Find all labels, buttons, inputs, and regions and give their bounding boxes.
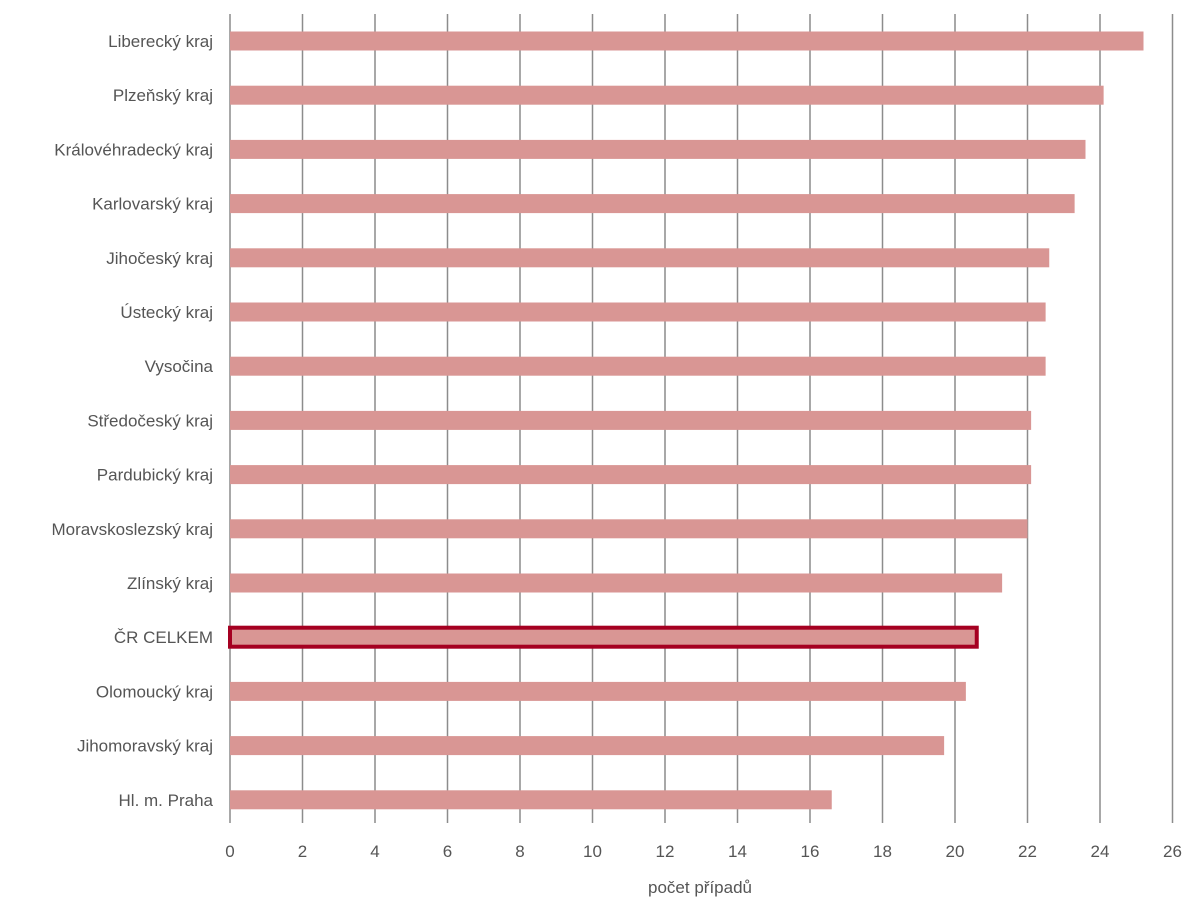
category-label: Jihomoravský kraj [77,737,213,756]
category-label: Plzeňský kraj [113,86,213,105]
category-label: Moravskoslezský kraj [51,520,213,539]
bar [230,85,1104,105]
category-label: Jihočeský kraj [106,249,213,268]
bar [230,573,1003,593]
x-tick-label: 16 [801,842,820,861]
x-tick-labels: 0 2 4 6 8 10 12 14 16 18 20 22 24 26 [225,842,1182,861]
bar [230,356,1046,376]
bar [230,519,1028,539]
bar [230,31,1144,51]
category-label: Olomoucký kraj [96,682,213,701]
x-tick-label: 0 [225,842,234,861]
bar [230,736,945,756]
x-tick-label: 2 [298,842,307,861]
x-tick-label: 10 [583,842,602,861]
category-labels: Liberecký kraj Plzeňský kraj Královéhradec… [51,32,213,810]
bar-highlight [228,625,979,649]
category-label: Liberecký kraj [108,32,213,51]
category-label: Ústecký kraj [120,303,213,322]
bar [230,465,1032,485]
x-tick-label: 24 [1091,842,1110,861]
x-tick-label: 20 [946,842,965,861]
x-tick-label: 6 [443,842,452,861]
category-label: Středočeský kraj [87,411,213,430]
x-tick-label: 22 [1018,842,1037,861]
bar [230,681,966,701]
x-tick-label: 26 [1163,842,1182,861]
x-tick-label: 14 [728,842,747,861]
bar [230,248,1050,268]
bar [230,790,832,810]
x-tick-label: 18 [873,842,892,861]
x-tick-label: 8 [515,842,524,861]
bar [230,302,1046,322]
category-label: ČR CELKEM [114,628,213,647]
x-tick-label: 12 [656,842,675,861]
category-label: Hl. m. Praha [119,791,214,810]
category-label: Karlovarský kraj [92,195,213,214]
x-tick-label: 4 [370,842,379,861]
category-label: Vysočina [145,357,214,376]
bar [230,194,1075,214]
bar [230,410,1032,430]
bar [230,139,1086,159]
x-axis-title: počet případů [648,878,752,897]
category-label: Královéhradecký kraj [54,140,213,159]
category-label: Pardubický kraj [97,466,213,485]
bars [228,31,1144,810]
category-label: Zlínský kraj [127,574,213,593]
